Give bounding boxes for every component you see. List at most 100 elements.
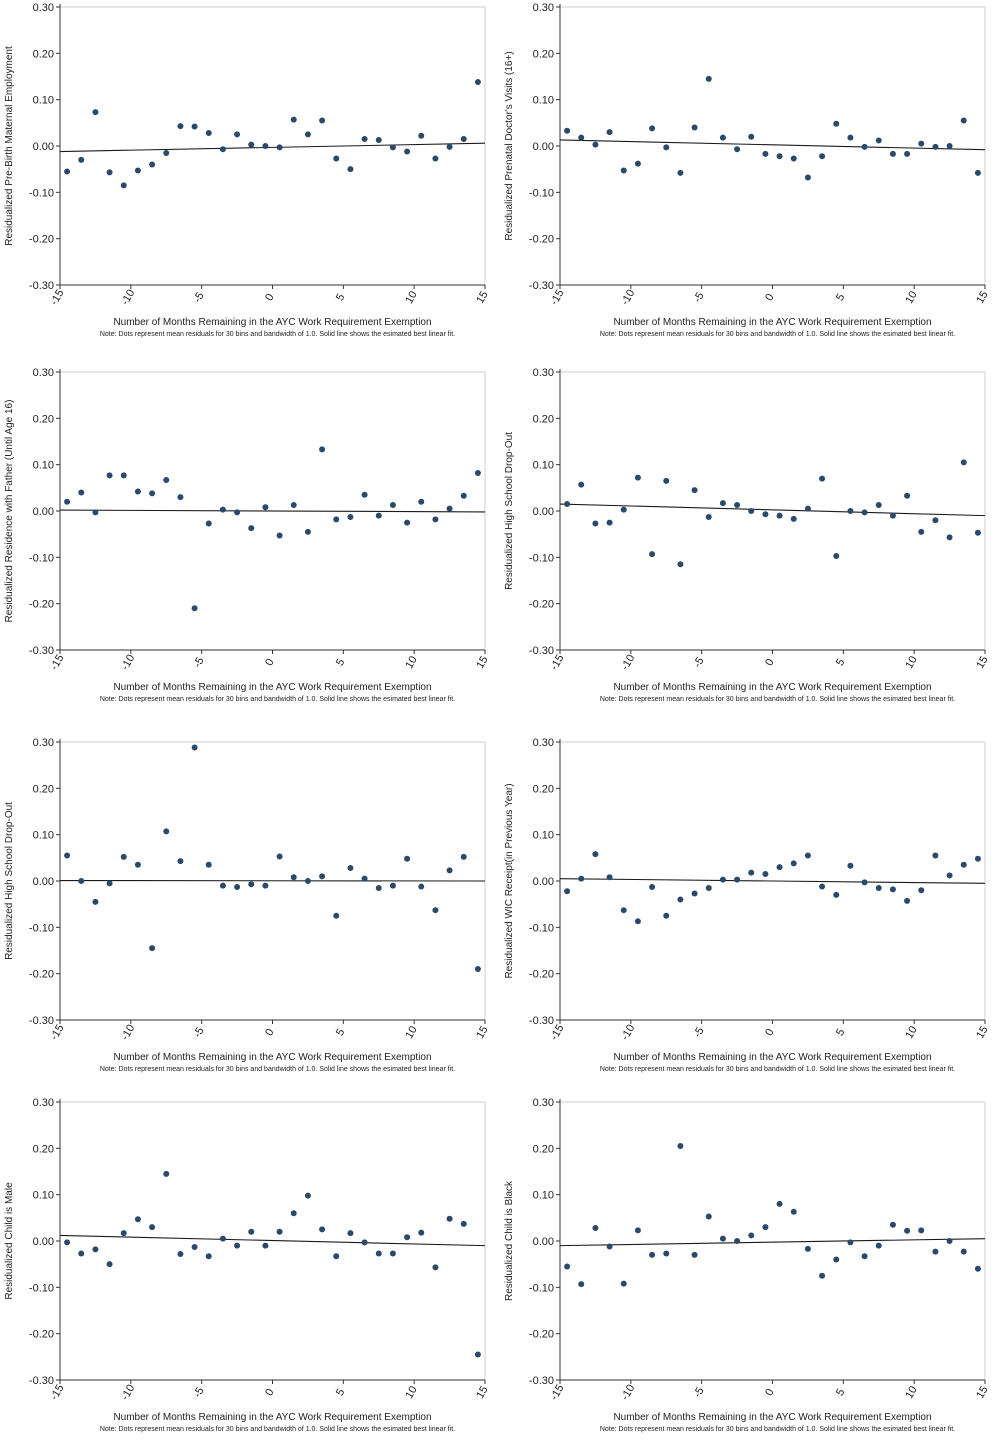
data-point [234,1243,240,1249]
x-tick-label: 0 [763,1387,776,1398]
data-point [192,745,198,751]
figure-note: Note: Dots represent mean residuals for … [100,696,455,703]
data-point [692,487,698,493]
y-tick-label: 0.20 [533,48,554,60]
x-tick-label: -10 [119,1023,137,1043]
y-tick-label: -0.20 [29,234,54,246]
data-point [121,182,127,188]
data-point [404,1234,410,1240]
plot-area [560,1102,985,1380]
data-point [192,605,198,611]
data-point [347,1230,353,1236]
data-point [777,864,783,870]
data-point [904,151,910,157]
data-point [564,501,570,507]
data-point [64,499,70,505]
data-point [592,142,598,148]
x-tick-label: -10 [619,1023,637,1043]
data-point [918,1227,924,1233]
x-tick-label: 0 [263,657,276,668]
data-point [234,509,240,515]
y-tick-label: -0.30 [529,1015,554,1027]
data-point [107,880,113,886]
data-point [362,1239,368,1245]
x-tick-label: 5 [834,1027,847,1038]
data-point [262,504,268,510]
data-point [149,1224,155,1230]
y-tick-label: -0.30 [529,1375,554,1387]
data-point [918,887,924,893]
data-point [833,121,839,127]
data-point [277,533,283,539]
data-point [121,472,127,478]
x-tick-label: 5 [834,292,847,303]
data-point [390,1251,396,1257]
x-axis-title: Number of Months Remaining in the AYC Wo… [613,1412,931,1423]
x-tick-label: 15 [974,1024,991,1041]
figure-note: Note: Dots represent mean residuals for … [600,696,955,703]
data-point [475,966,481,972]
data-point [248,525,254,531]
x-tick-label: 5 [834,657,847,668]
x-tick-label: 0 [263,1027,276,1038]
x-axis-title: Number of Months Remaining in the AYC Wo… [613,1052,931,1063]
data-point [220,507,226,513]
x-tick-label: 5 [334,657,347,668]
data-point [947,872,953,878]
data-point [461,854,467,860]
data-point [347,514,353,520]
x-tick-label: -5 [191,655,206,669]
data-point [805,1246,811,1252]
x-tick-label: 15 [474,289,491,306]
data-point [390,502,396,508]
y-tick-label: 0.20 [33,1143,54,1155]
data-point [291,1210,297,1216]
y-tick-label: -0.20 [29,599,54,611]
data-point [107,472,113,478]
y-tick-label: -0.20 [529,1329,554,1341]
x-tick-label: 10 [903,289,920,306]
data-point [64,168,70,174]
data-point [918,141,924,147]
data-point [121,1230,127,1236]
data-point [932,517,938,523]
data-point [333,1253,339,1259]
data-point [862,879,868,885]
data-point [447,506,453,512]
data-point [862,509,868,515]
data-point [432,516,438,522]
data-point [362,876,368,882]
data-point [961,862,967,868]
data-point [975,170,981,176]
y-tick-label: 0.20 [533,413,554,425]
data-point [592,1225,598,1231]
y-tick-label: 0.10 [33,1190,54,1202]
data-point [277,853,283,859]
data-point [805,506,811,512]
data-point [819,476,825,482]
x-tick-label: -5 [191,1025,206,1039]
data-point [64,1239,70,1245]
data-point [947,534,953,540]
y-tick-label: 0.00 [33,1236,54,1248]
data-point [432,1264,438,1270]
y-axis-title: Residualized Residence with Father (Unti… [4,400,15,623]
data-point [475,79,481,85]
x-tick-label: -10 [619,288,637,308]
data-point [819,153,825,159]
y-axis-title: Residualized High School Drop-Out [4,802,15,960]
y-tick-label: -0.10 [529,187,554,199]
data-point [762,511,768,517]
x-axis-title: Number of Months Remaining in the AYC Wo… [613,317,931,328]
data-point [876,1243,882,1249]
plot-area [60,7,485,285]
data-point [621,907,627,913]
data-point [163,150,169,156]
data-point [447,1216,453,1222]
data-point [177,1251,183,1257]
data-point [720,135,726,141]
x-tick-label: 0 [763,657,776,668]
